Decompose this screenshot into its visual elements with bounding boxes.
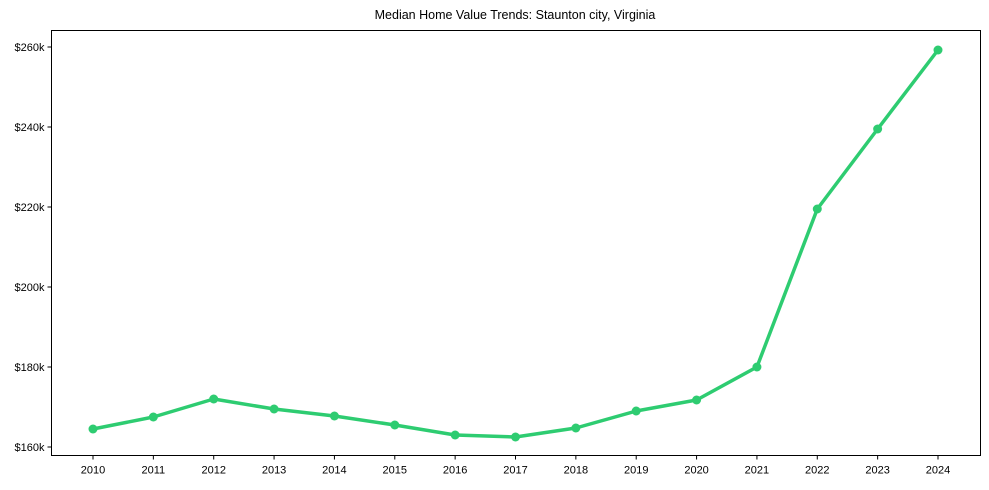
x-tick-label: 2013 <box>262 465 286 477</box>
y-tick-label: $200k <box>15 282 45 294</box>
data-point-marker <box>631 406 641 416</box>
x-tick-label: 2015 <box>383 465 407 477</box>
x-tick-label: 2024 <box>926 465 950 477</box>
x-tick-label: 2018 <box>564 465 588 477</box>
y-tick-label: $220k <box>15 202 45 214</box>
y-tick-label: $240k <box>15 122 45 134</box>
series-line <box>92 48 940 439</box>
data-point-marker <box>148 412 158 422</box>
data-point-marker <box>450 430 460 440</box>
y-tick-label: $160k <box>15 442 45 454</box>
data-point-marker <box>511 432 520 442</box>
data-point-marker <box>88 424 98 434</box>
data-point-marker <box>269 404 279 414</box>
x-tick-label: 2016 <box>443 465 467 477</box>
data-series <box>88 45 943 442</box>
chart-title: Median Home Value Trends: Staunton city,… <box>374 8 656 22</box>
data-point-marker <box>873 124 883 134</box>
x-tick-label: 2010 <box>81 465 105 477</box>
y-tick-label: $260k <box>15 42 45 54</box>
data-point-marker <box>571 423 581 433</box>
x-tick-label: 2011 <box>142 465 166 477</box>
y-axis: $160k $180k $200k $220k $240k $260k <box>15 42 52 454</box>
x-axis: 2010 2011 2012 2013 2014 2015 2016 2017 2018 2019… <box>81 455 950 477</box>
data-point-marker <box>812 204 822 214</box>
x-tick-label: 2023 <box>865 465 889 477</box>
axes-frame <box>51 30 981 456</box>
data-point-marker <box>390 420 400 430</box>
x-tick-label: 2022 <box>805 465 829 477</box>
data-point-marker <box>752 362 762 372</box>
x-tick-label: 2012 <box>201 465 225 477</box>
x-tick-label: 2021 <box>745 465 769 477</box>
data-point-marker <box>209 394 219 404</box>
data-point-marker <box>933 45 943 55</box>
y-tick-label: $180k <box>15 362 45 374</box>
data-point-marker <box>329 411 339 421</box>
x-tick-label: 2017 <box>503 465 527 477</box>
x-tick-label: 2020 <box>684 465 708 477</box>
data-point-marker <box>692 395 702 405</box>
x-tick-label: 2014 <box>322 465 346 477</box>
x-tick-label: 2019 <box>624 465 648 477</box>
